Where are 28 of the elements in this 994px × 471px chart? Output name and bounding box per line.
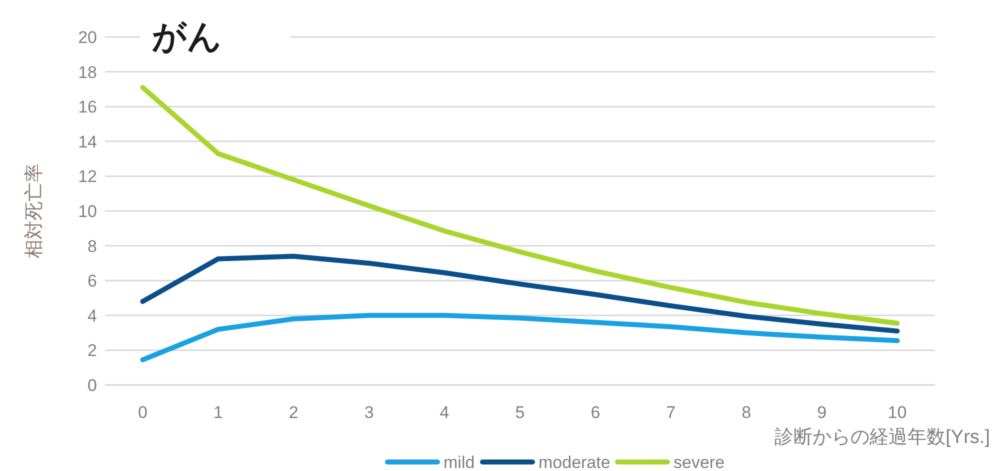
y-tick-label: 18 [78, 62, 97, 82]
x-axis-title: 診断からの経過年数[Yrs.] [774, 427, 990, 448]
y-tick-label: 8 [88, 236, 97, 256]
y-axis-title: 相対死亡率 [23, 164, 45, 258]
y-tick-label: 4 [88, 306, 97, 326]
chart-title: がん [152, 18, 222, 56]
x-tick-label: 6 [590, 403, 600, 422]
y-tick-label: 12 [78, 167, 97, 186]
x-tick-label: 3 [364, 403, 374, 422]
x-tick-label: 0 [138, 403, 148, 422]
x-tick-label: 1 [213, 403, 223, 422]
legend-label: mild [444, 453, 475, 471]
x-tick-label: 2 [288, 403, 298, 422]
x-tick-label: 10 [888, 403, 907, 422]
legend-label: severe [674, 453, 725, 471]
y-tick-label: 20 [78, 28, 97, 47]
y-tick-label: 10 [78, 202, 97, 221]
x-tick-label: 4 [440, 403, 450, 422]
x-tick-label: 9 [817, 403, 827, 422]
y-tick-label: 0 [88, 376, 97, 395]
legend-label: moderate [538, 453, 610, 471]
x-tick-label: 7 [666, 403, 676, 422]
x-tick-label: 8 [742, 403, 752, 422]
y-tick-label: 14 [78, 132, 97, 152]
y-tick-label: 2 [88, 341, 97, 360]
y-tick-label: 6 [88, 272, 97, 291]
x-tick-label: 5 [515, 403, 525, 422]
y-tick-label: 16 [78, 98, 97, 117]
